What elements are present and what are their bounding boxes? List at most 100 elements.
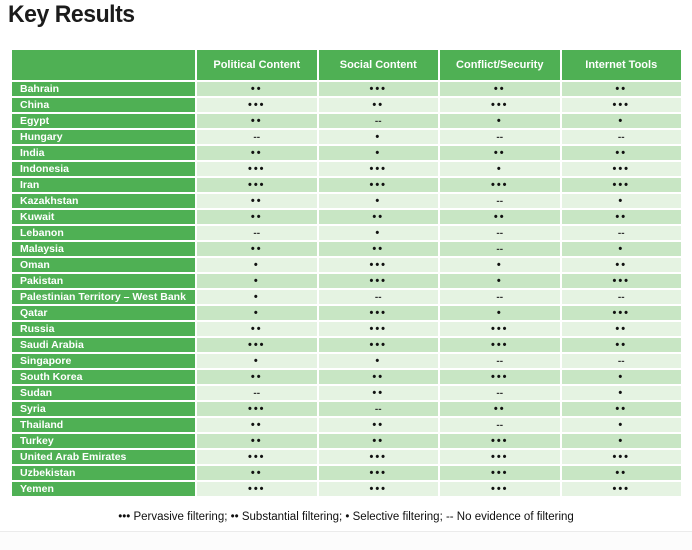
table-row: Qatar • ••• • ••• (12, 306, 681, 320)
rating-cell: ••• (440, 98, 560, 112)
table-header: Political Content Social Content Conflict/… (12, 50, 681, 80)
table-row: Palestinian Territory – West Bank • -- -- -- (12, 290, 681, 304)
rating-cell: -- (440, 386, 560, 400)
rating-cell: -- (440, 354, 560, 368)
rating-cell: •• (197, 146, 317, 160)
rating-cell: • (197, 258, 317, 272)
table-row: India •• • •• •• (12, 146, 681, 160)
table-row: Kazakhstan •• • -- • (12, 194, 681, 208)
corner-header-cell (12, 50, 195, 80)
country-label: Uzbekistan (12, 466, 195, 480)
rating-cell: ••• (440, 466, 560, 480)
country-label: Indonesia (12, 162, 195, 176)
page-title: Key Results (8, 1, 135, 28)
rating-cell: • (440, 162, 560, 176)
rating-cell: ••• (197, 450, 317, 464)
country-label: Turkey (12, 434, 195, 448)
rating-cell: • (440, 306, 560, 320)
column-header: Internet Tools (561, 50, 681, 80)
rating-cell: ••• (318, 306, 438, 320)
rating-cell: -- (318, 402, 438, 416)
rating-cell: -- (440, 418, 560, 432)
rating-cell: ••• (318, 466, 438, 480)
table-row: South Korea •• •• ••• • (12, 370, 681, 384)
rating-cell: -- (197, 386, 317, 400)
rating-cell: •• (440, 402, 560, 416)
table-row: Iran ••• ••• ••• ••• (12, 178, 681, 192)
rating-cell: •• (318, 386, 438, 400)
rating-cell: • (561, 194, 681, 208)
table-row: Bahrain •• ••• •• •• (12, 82, 681, 96)
rating-cell: • (561, 434, 681, 448)
rating-cell: ••• (561, 162, 681, 176)
country-label: Sudan (12, 386, 195, 400)
rating-cell: • (440, 258, 560, 272)
rating-cell: •• (197, 194, 317, 208)
rating-cell: ••• (561, 306, 681, 320)
country-label: Oman (12, 258, 195, 272)
rating-cell: • (318, 226, 438, 240)
rating-cell: ••• (440, 370, 560, 384)
rating-cell: ••• (561, 98, 681, 112)
rating-cell: •• (561, 146, 681, 160)
rating-cell: ••• (440, 450, 560, 464)
rating-cell: • (561, 242, 681, 256)
rating-cell: • (318, 194, 438, 208)
table-row: Indonesia ••• ••• • ••• (12, 162, 681, 176)
rating-cell: ••• (440, 322, 560, 336)
rating-cell: • (440, 114, 560, 128)
country-label: Kuwait (12, 210, 195, 224)
country-label: Bahrain (12, 82, 195, 96)
table-row: Oman • ••• • •• (12, 258, 681, 272)
rating-cell: ••• (561, 178, 681, 192)
rating-cell: -- (440, 242, 560, 256)
rating-cell: •• (561, 82, 681, 96)
rating-cell: ••• (318, 82, 438, 96)
rating-cell: •• (197, 242, 317, 256)
rating-cell: • (197, 354, 317, 368)
rating-cell: •• (440, 82, 560, 96)
rating-cell: ••• (197, 338, 317, 352)
rating-cell: •• (318, 242, 438, 256)
column-header: Social Content (318, 50, 438, 80)
table-row: Yemen ••• ••• ••• ••• (12, 482, 681, 496)
rating-cell: • (318, 130, 438, 144)
filtering-legend: ••• Pervasive filtering; •• Substantial … (118, 511, 574, 523)
rating-cell: -- (318, 114, 438, 128)
rating-cell: -- (440, 226, 560, 240)
rating-cell: •• (197, 114, 317, 128)
country-label: United Arab Emirates (12, 450, 195, 464)
rating-cell: • (197, 290, 317, 304)
page-bottom-divider (0, 531, 692, 550)
rating-cell: • (318, 354, 438, 368)
table-row: United Arab Emirates ••• ••• ••• ••• (12, 450, 681, 464)
rating-cell: •• (197, 370, 317, 384)
country-label: Lebanon (12, 226, 195, 240)
rating-cell: -- (561, 130, 681, 144)
rating-cell: •• (197, 434, 317, 448)
rating-cell: -- (318, 290, 438, 304)
rating-cell: ••• (561, 482, 681, 496)
rating-cell: • (561, 370, 681, 384)
country-label: Kazakhstan (12, 194, 195, 208)
table-row: Saudi Arabia ••• ••• ••• •• (12, 338, 681, 352)
rating-cell: •• (197, 418, 317, 432)
rating-cell: -- (561, 354, 681, 368)
country-label: China (12, 98, 195, 112)
rating-cell: • (561, 114, 681, 128)
column-header: Conflict/Security (440, 50, 560, 80)
rating-cell: ••• (318, 162, 438, 176)
rating-cell: •• (561, 210, 681, 224)
country-label: Palestinian Territory – West Bank (12, 290, 195, 304)
country-label: Singapore (12, 354, 195, 368)
table-row: Kuwait •• •• •• •• (12, 210, 681, 224)
rating-cell: ••• (318, 450, 438, 464)
table-row: Turkey •• •• ••• • (12, 434, 681, 448)
rating-cell: ••• (197, 402, 317, 416)
rating-cell: • (440, 274, 560, 288)
rating-cell: •• (561, 466, 681, 480)
rating-cell: -- (440, 290, 560, 304)
rating-cell: -- (197, 130, 317, 144)
rating-cell: •• (197, 466, 317, 480)
table-row: Singapore • • -- -- (12, 354, 681, 368)
